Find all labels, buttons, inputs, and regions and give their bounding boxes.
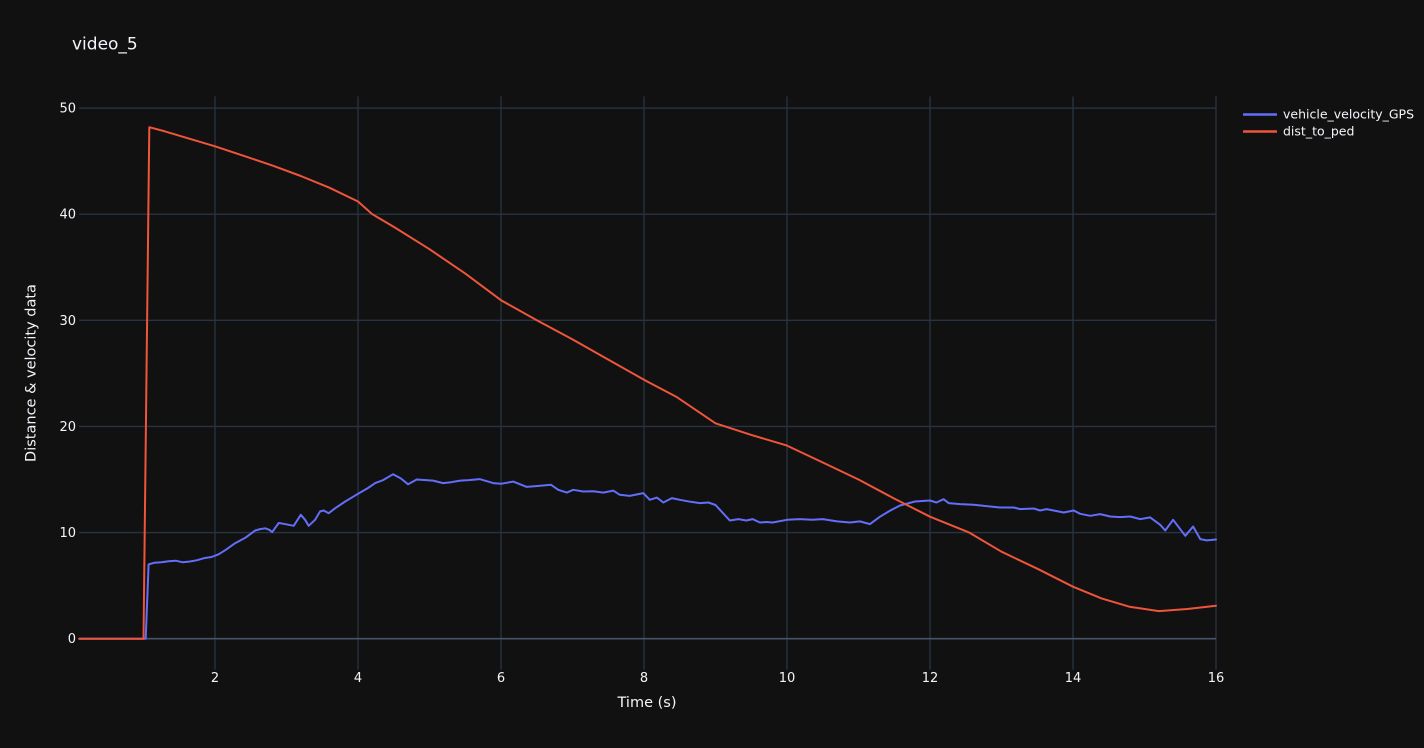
legend-item-label: vehicle_velocity_GPS	[1283, 107, 1414, 122]
legend-item-label: dist_to_ped	[1283, 124, 1354, 139]
x-tick-label: 6	[497, 671, 505, 686]
y-tick-label: 20	[59, 420, 76, 435]
legend-item-dist-to-ped[interactable]: dist_to_ped	[1243, 124, 1354, 139]
x-axis-title: Time (s)	[617, 695, 677, 711]
series-layer	[78, 126, 1217, 640]
y-axis-title: Distance & velocity data	[24, 284, 40, 462]
x-tick-label: 10	[779, 671, 796, 686]
x-tick-label: 2	[211, 671, 219, 686]
y-tick-label: 50	[59, 102, 76, 117]
x-tick-label: 12	[922, 671, 939, 686]
x-tick-label: 16	[1208, 671, 1225, 686]
legend-item-vehicle-velocity-gps[interactable]: vehicle_velocity_GPS	[1243, 107, 1414, 122]
x-tick-label: 4	[354, 671, 362, 686]
y-tick-label: 0	[68, 632, 76, 647]
x-tick-label: 8	[640, 671, 648, 686]
y-tick-label: 40	[59, 208, 76, 223]
series-line-dist_to_ped[interactable]	[78, 126, 1217, 640]
ticks-layer: 2 4 6 8 10 12 14 16 0 10 20 30 40 50	[59, 102, 1224, 686]
series-line-vehicle_velocity_GPS[interactable]	[78, 473, 1217, 640]
x-tick-label: 14	[1065, 671, 1082, 686]
chart-title: video_5	[72, 35, 138, 55]
legend: vehicle_velocity_GPS dist_to_ped	[1243, 107, 1414, 139]
y-tick-label: 10	[59, 526, 76, 541]
grid-layer	[79, 96, 1217, 670]
y-tick-label: 30	[59, 314, 76, 329]
